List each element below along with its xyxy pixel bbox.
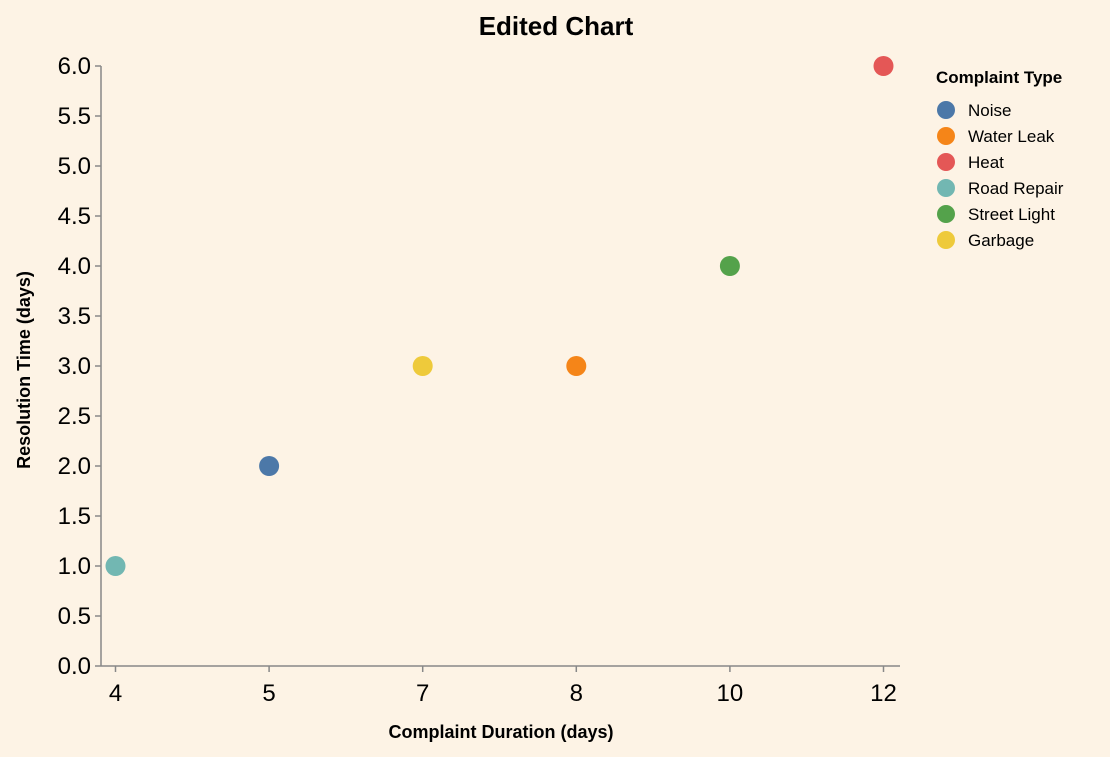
y-tick-label-7: 3.5 <box>58 303 91 330</box>
data-points <box>105 56 894 576</box>
point-road-repair <box>105 556 126 576</box>
legend-label-water-leak: Water Leak <box>968 127 1055 146</box>
legend-swatch-garbage <box>937 231 955 249</box>
y-tick-label-3: 1.5 <box>58 503 91 530</box>
point-water-leak <box>566 356 587 376</box>
x-tick-label-4: 10 <box>717 680 744 707</box>
y-tick-label-11: 5.5 <box>58 103 91 130</box>
y-tick-label-1: 0.5 <box>58 603 91 630</box>
legend-label-garbage: Garbage <box>968 231 1034 250</box>
legend-label-road-repair: Road Repair <box>968 179 1064 198</box>
legend: Complaint Type Noise Water Leak Heat Road R… <box>936 68 1064 250</box>
point-noise <box>259 456 280 476</box>
legend-label-street-light: Street Light <box>968 205 1055 224</box>
y-tick-label-8: 4.0 <box>58 253 91 280</box>
x-tick-label-3: 8 <box>570 680 583 707</box>
y-tick-label-2: 1.0 <box>58 553 91 580</box>
y-tick-label-9: 4.5 <box>58 203 91 230</box>
x-tick-label-0: 4 <box>109 680 122 707</box>
x-tick-label-5: 12 <box>870 680 897 707</box>
point-heat <box>873 56 894 76</box>
y-tick-label-10: 5.0 <box>58 153 91 180</box>
y-tick-label-5: 2.5 <box>58 403 91 430</box>
legend-swatch-water-leak <box>937 127 955 145</box>
legend-swatch-noise <box>937 101 955 119</box>
chart-title: Edited Chart <box>479 11 634 41</box>
legend-swatch-street-light <box>937 205 955 223</box>
y-tick-label-4: 2.0 <box>58 453 91 480</box>
point-street-light <box>719 256 740 276</box>
legend-swatch-heat <box>937 153 955 171</box>
legend-swatch-road-repair <box>937 179 955 197</box>
y-tick-label-6: 3.0 <box>58 353 91 380</box>
x-tick-label-1: 5 <box>262 680 275 707</box>
y-tick-label-12: 6.0 <box>58 53 91 80</box>
legend-title: Complaint Type <box>936 68 1062 87</box>
x-axis: 4 5 7 8 10 12 <box>101 665 900 707</box>
legend-label-heat: Heat <box>968 153 1004 172</box>
legend-label-noise: Noise <box>968 101 1011 120</box>
x-axis-title: Complaint Duration (days) <box>388 722 613 742</box>
y-axis: 0.0 0.5 1.0 1.5 2.0 2.5 3.0 3.5 4.0 4.5 5.0 5.5 6.0 <box>58 53 102 680</box>
point-garbage <box>412 356 433 376</box>
y-tick-label-0: 0.0 <box>58 653 91 680</box>
x-tick-label-2: 7 <box>416 680 429 707</box>
y-axis-title: Resolution Time (days) <box>14 271 34 469</box>
